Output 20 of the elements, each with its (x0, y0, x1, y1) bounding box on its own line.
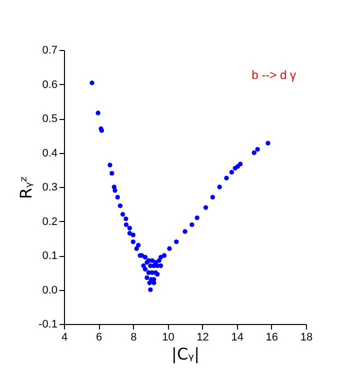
y-axis-title: Rᵧᶻ (16, 176, 36, 199)
x-tick-label: 8 (130, 332, 137, 344)
y-tick-label: 0.2 (42, 216, 58, 228)
x-tick-label: 14 (231, 332, 244, 344)
y-tick-label: 0.0 (42, 284, 58, 296)
x-tick-label: 4 (61, 332, 68, 344)
y-tick-label: 0.6 (42, 78, 58, 91)
y-tick-label: 0.7 (42, 44, 58, 56)
y-tick-label: 0.3 (42, 182, 58, 194)
y-tick-label: 0.1 (42, 250, 58, 262)
annotation: b --> d γ (252, 68, 296, 82)
x-tick-label: 6 (96, 332, 102, 344)
y-tick-label: 0.5 (42, 113, 58, 125)
x-tick-label: 18 (300, 332, 313, 344)
y-tick-label: -0.1 (38, 318, 58, 330)
x-tick-label: 12 (196, 332, 209, 344)
x-axis-title: |Cᵧ| (172, 344, 200, 364)
x-tick-label: 16 (266, 332, 278, 344)
y-tick-label: 0.4 (42, 147, 58, 160)
x-tick-label: 10 (162, 332, 174, 344)
